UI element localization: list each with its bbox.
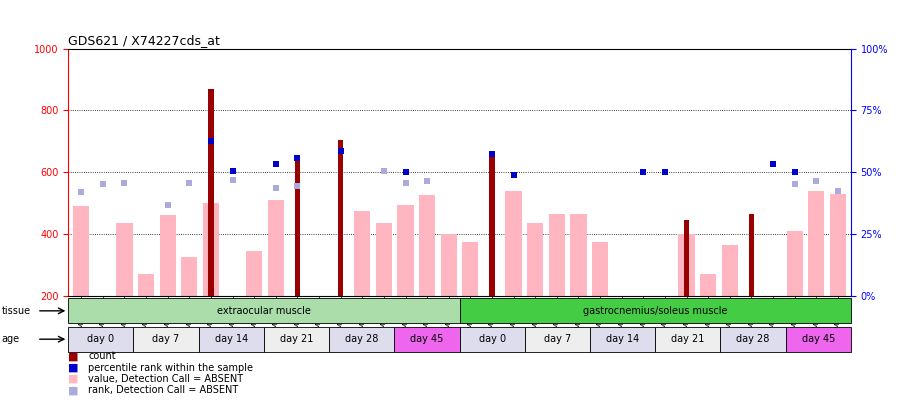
Bar bbox=[68, 298, 460, 324]
Text: ■: ■ bbox=[68, 352, 79, 361]
Text: day 45: day 45 bbox=[802, 334, 835, 344]
Bar bbox=[198, 326, 264, 352]
Bar bbox=[268, 200, 284, 296]
Text: GDS621 / X74227cds_at: GDS621 / X74227cds_at bbox=[68, 34, 220, 47]
Bar bbox=[490, 157, 495, 296]
Bar bbox=[679, 234, 694, 296]
Bar bbox=[460, 298, 851, 324]
Text: day 45: day 45 bbox=[410, 334, 444, 344]
Bar bbox=[354, 211, 370, 296]
Bar bbox=[329, 326, 394, 352]
Text: count: count bbox=[88, 352, 116, 361]
Bar bbox=[398, 205, 414, 296]
Text: extraocular muscle: extraocular muscle bbox=[217, 306, 311, 316]
Bar bbox=[830, 194, 846, 296]
Bar bbox=[505, 191, 521, 296]
Bar bbox=[138, 274, 154, 296]
Bar bbox=[549, 214, 565, 296]
Bar bbox=[525, 326, 590, 352]
Text: age: age bbox=[2, 334, 20, 344]
Bar bbox=[590, 326, 655, 352]
Bar bbox=[419, 195, 435, 296]
Bar bbox=[159, 215, 176, 296]
Bar bbox=[264, 326, 329, 352]
Bar bbox=[460, 326, 525, 352]
Text: day 28: day 28 bbox=[345, 334, 379, 344]
Text: day 21: day 21 bbox=[279, 334, 313, 344]
Bar bbox=[116, 223, 133, 296]
Bar bbox=[376, 223, 392, 296]
Text: gastrocnemius/soleus muscle: gastrocnemius/soleus muscle bbox=[583, 306, 727, 316]
Bar bbox=[181, 257, 197, 296]
Bar bbox=[527, 223, 543, 296]
Text: day 21: day 21 bbox=[671, 334, 704, 344]
Bar bbox=[808, 191, 824, 296]
Bar bbox=[786, 231, 803, 296]
Text: value, Detection Call = ABSENT: value, Detection Call = ABSENT bbox=[88, 374, 243, 384]
Bar bbox=[440, 234, 457, 296]
Text: day 28: day 28 bbox=[736, 334, 770, 344]
Text: day 7: day 7 bbox=[153, 334, 179, 344]
Bar bbox=[749, 214, 754, 296]
Text: day 14: day 14 bbox=[606, 334, 639, 344]
Bar bbox=[134, 326, 198, 352]
Text: ■: ■ bbox=[68, 363, 79, 373]
Text: tissue: tissue bbox=[2, 306, 31, 316]
Bar bbox=[721, 326, 785, 352]
Text: percentile rank within the sample: percentile rank within the sample bbox=[88, 363, 253, 373]
Text: day 0: day 0 bbox=[479, 334, 506, 344]
Bar bbox=[462, 242, 479, 296]
Text: ■: ■ bbox=[68, 386, 79, 395]
Text: ■: ■ bbox=[68, 374, 79, 384]
Bar bbox=[700, 274, 716, 296]
Text: day 14: day 14 bbox=[215, 334, 248, 344]
Bar bbox=[68, 326, 134, 352]
Bar bbox=[722, 245, 738, 296]
Bar bbox=[655, 326, 721, 352]
Bar bbox=[785, 326, 851, 352]
Bar bbox=[592, 242, 608, 296]
Bar bbox=[295, 160, 300, 296]
Bar bbox=[203, 203, 219, 296]
Bar bbox=[683, 220, 689, 296]
Text: day 0: day 0 bbox=[87, 334, 115, 344]
Text: rank, Detection Call = ABSENT: rank, Detection Call = ABSENT bbox=[88, 386, 238, 395]
Text: day 7: day 7 bbox=[544, 334, 571, 344]
Bar bbox=[394, 326, 460, 352]
Bar bbox=[246, 251, 262, 296]
Bar bbox=[73, 206, 89, 296]
Bar bbox=[571, 214, 587, 296]
Bar bbox=[208, 89, 214, 296]
Bar bbox=[338, 140, 343, 296]
